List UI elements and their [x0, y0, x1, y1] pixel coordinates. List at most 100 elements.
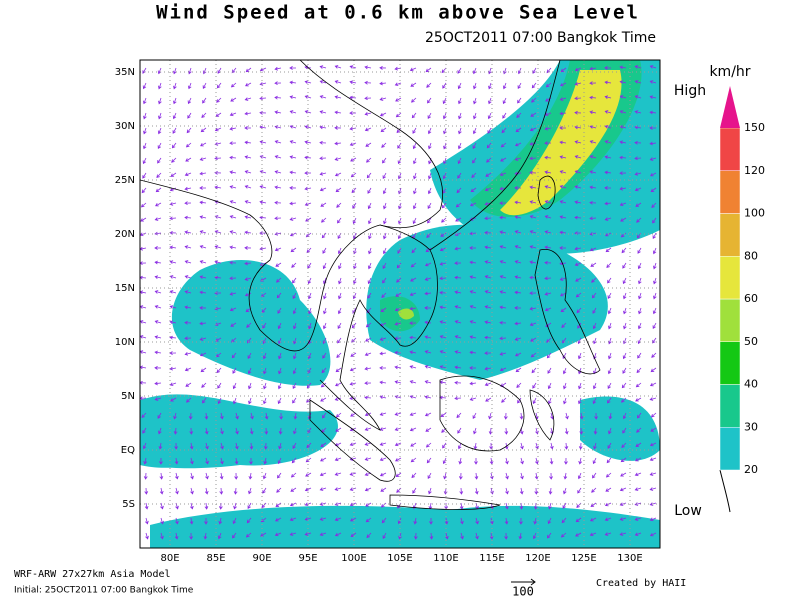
wind-vector: [158, 82, 162, 90]
wind-vector: [604, 125, 612, 129]
wind-vector: [504, 517, 509, 525]
wind-vector: [428, 172, 432, 180]
wind-vector: [578, 442, 583, 450]
wind-vector: [634, 156, 642, 161]
wind-vector: [364, 127, 372, 132]
wind-vector: [201, 112, 207, 118]
wind-vector: [574, 200, 582, 205]
wind-vector: [575, 532, 582, 537]
wind-vector: [394, 380, 402, 384]
wind-vector: [170, 397, 177, 402]
wind-vector: [519, 412, 524, 420]
wind-vector: [334, 65, 342, 69]
colorbar-segment: [719, 213, 741, 257]
wind-vector: [366, 532, 372, 539]
wind-vector: [187, 82, 192, 90]
wind-vector: [368, 247, 372, 255]
wind-vector: [244, 155, 252, 159]
wind-vector: [589, 200, 597, 205]
wind-vector: [233, 397, 237, 405]
wind-vector: [229, 155, 237, 160]
wind-vector: [454, 246, 462, 251]
wind-vector: [322, 352, 327, 359]
wind-vector: [560, 292, 567, 297]
wind-vector: [204, 427, 209, 435]
footer-credit: Created by HAII: [596, 578, 686, 589]
wind-vector: [460, 517, 464, 525]
wind-vector: [245, 82, 252, 87]
wind-vector: [289, 66, 296, 70]
wind-vector: [277, 472, 282, 479]
wind-vector: [394, 442, 402, 447]
wind-vector: [160, 532, 164, 540]
wind-vector: [319, 532, 327, 536]
wind-vector: [352, 217, 357, 225]
wind-vector: [533, 517, 537, 525]
wind-vector: [184, 186, 192, 191]
coastline: [534, 249, 601, 375]
wind-vector: [368, 217, 372, 225]
wind-vector: [398, 532, 402, 540]
wind-vector: [184, 275, 192, 279]
wind-vector: [259, 246, 267, 251]
wind-vector: [634, 532, 642, 536]
wind-vector: [217, 382, 222, 389]
wind-vector: [144, 502, 149, 510]
wind-vector: [413, 172, 417, 180]
wind-vector: [559, 170, 567, 174]
wind-vector: [622, 292, 627, 300]
wind-vector: [262, 322, 267, 329]
wind-vector: [188, 412, 193, 420]
wind-vector: [499, 305, 507, 310]
wind-region: [171, 260, 331, 386]
wind-vector: [529, 291, 537, 296]
wind-vector: [457, 442, 462, 450]
wind-vector: [637, 247, 642, 254]
wind-vector: [235, 427, 239, 435]
wind-vector: [169, 290, 177, 294]
wind-vector: [322, 247, 327, 254]
wind-vector: [199, 260, 207, 264]
wind-vector: [380, 322, 387, 327]
wind-vector: [173, 67, 177, 75]
wind-vector: [530, 352, 537, 358]
coastline: [389, 494, 501, 510]
wind-vector: [262, 472, 267, 480]
wind-vector: [190, 487, 194, 495]
wind-vector: [184, 260, 192, 264]
wind-vector: [457, 67, 462, 74]
wind-vector: [335, 187, 342, 193]
wind-vector: [289, 186, 297, 190]
wind-vector: [559, 277, 567, 281]
wind-vector: [574, 140, 582, 144]
wind-vector: [352, 232, 357, 240]
wind-vector: [559, 200, 567, 204]
wind-vector: [244, 185, 252, 189]
wind-vector: [652, 307, 657, 315]
wind-vector: [305, 217, 312, 222]
wind-vector: [649, 457, 657, 461]
wind-vector: [460, 532, 464, 540]
wind-vector: [350, 157, 357, 162]
wind-vector: [429, 518, 433, 525]
wind-vector: [350, 352, 357, 357]
wind-vector: [379, 380, 387, 385]
wind-vector: [322, 322, 327, 330]
wind-vector: [484, 260, 492, 264]
wind-vector: [274, 532, 282, 537]
wind-vector: [529, 306, 537, 311]
wind-vector: [544, 112, 552, 116]
coastline: [140, 60, 443, 229]
wind-vector: [649, 502, 657, 506]
wind-vector: [499, 290, 507, 294]
wind-vector: [410, 82, 417, 87]
wind-vector: [335, 382, 342, 387]
lon-label: 80E: [160, 553, 179, 564]
wind-vector: [351, 187, 357, 194]
wind-vector: [349, 142, 357, 146]
wind-vector: [306, 247, 312, 254]
wind-vector: [290, 472, 297, 478]
colorbar-label: 120: [744, 164, 765, 177]
wind-vector: [443, 487, 448, 495]
wind-vector: [574, 262, 582, 267]
